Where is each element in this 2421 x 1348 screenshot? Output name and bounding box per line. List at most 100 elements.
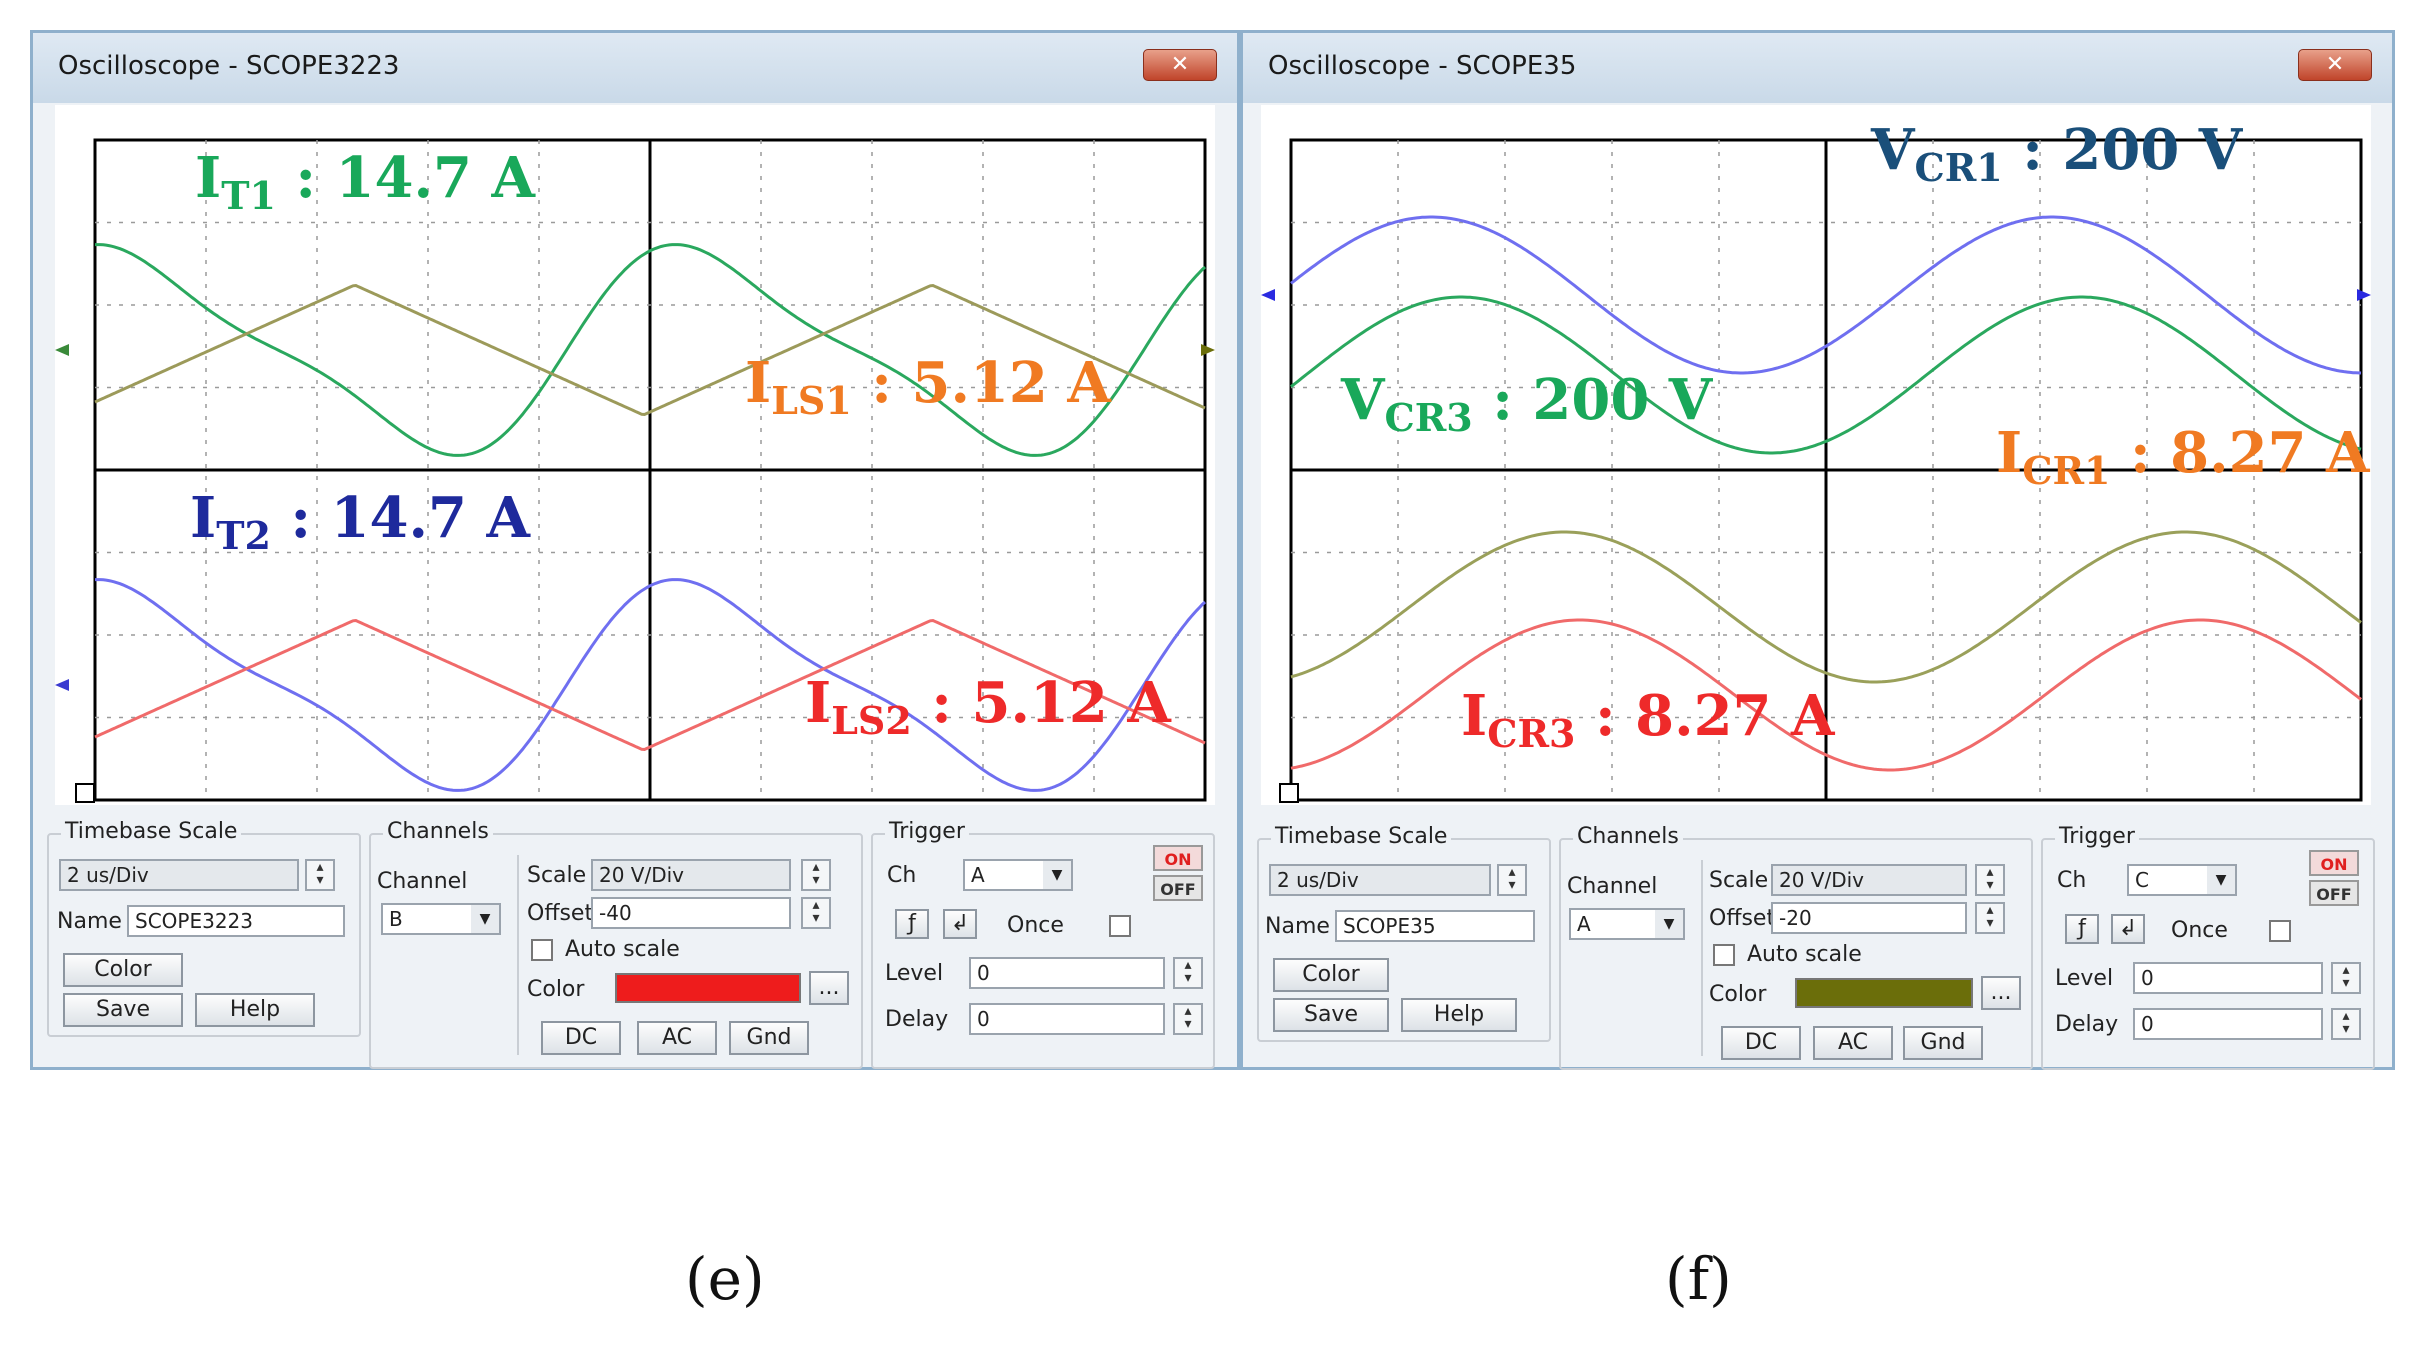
name-input[interactable]: SCOPE3223 xyxy=(127,905,345,937)
chevron-down-icon: ▼ xyxy=(2207,866,2235,894)
channel-select[interactable]: A ▼ xyxy=(1569,908,1685,940)
close-button[interactable]: ✕ xyxy=(1143,49,1217,81)
once-checkbox[interactable] xyxy=(2269,920,2291,942)
name-input[interactable]: SCOPE35 xyxy=(1335,910,1535,942)
trigger-ch-select[interactable]: A ▼ xyxy=(963,859,1073,891)
falling-edge-button[interactable]: ↲ xyxy=(943,909,977,939)
rising-edge-button[interactable]: ƒ xyxy=(2065,914,2099,944)
scale-input[interactable]: 20 V/Div xyxy=(591,859,791,891)
scale-label: Scale xyxy=(1709,868,1769,893)
scope-screen: VCR1 : 200 V VCR3 : 200 V ICR1 : 8.27 A … xyxy=(1261,105,2371,805)
delay-input[interactable]: 0 xyxy=(969,1003,1165,1035)
autoscale-checkbox[interactable] xyxy=(1713,944,1735,966)
offset-spinner[interactable]: ▴ ▾ xyxy=(1975,902,2005,934)
trigger-ch-label: Ch xyxy=(2057,868,2087,893)
once-label: Once xyxy=(2171,918,2228,943)
on-button[interactable]: ON xyxy=(2309,850,2359,876)
timebase-group: Timebase Scale 2 us/Div ▴ ▾ Name SCOPE35 … xyxy=(1257,824,1551,1042)
trigger-title: Trigger xyxy=(2055,824,2139,849)
save-button[interactable]: Save xyxy=(63,993,183,1027)
channel-marker[interactable] xyxy=(55,679,69,691)
autoscale-checkbox[interactable] xyxy=(531,939,553,961)
ground-marker[interactable] xyxy=(75,783,95,803)
label-vcr3: VCR3 : 200 V xyxy=(1341,367,1713,441)
ac-button[interactable]: AC xyxy=(637,1021,717,1055)
falling-edge-button[interactable]: ↲ xyxy=(2111,914,2145,944)
timebase-spinner[interactable]: ▴ ▾ xyxy=(305,859,335,891)
channel-label: Channel xyxy=(1567,874,1658,899)
trigger-ch-value: C xyxy=(2135,868,2149,892)
level-input[interactable]: 0 xyxy=(2133,962,2323,994)
ground-marker[interactable] xyxy=(1279,783,1299,803)
delay-spinner[interactable]: ▴ ▾ xyxy=(1173,1003,1203,1035)
color-label: Color xyxy=(527,977,585,1002)
delay-spinner[interactable]: ▴ ▾ xyxy=(2331,1008,2361,1040)
autoscale-label: Auto scale xyxy=(1747,942,1862,967)
trigger-marker[interactable] xyxy=(1201,344,1215,356)
trigger-marker[interactable] xyxy=(2357,289,2371,301)
close-button[interactable]: ✕ xyxy=(2298,49,2372,81)
channel-select[interactable]: B ▼ xyxy=(381,903,501,935)
channel-marker[interactable] xyxy=(1261,289,1275,301)
scale-spinner[interactable]: ▴ ▾ xyxy=(801,859,831,891)
offset-input[interactable]: -20 xyxy=(1771,902,1967,934)
timebase-spinner[interactable]: ▴ ▾ xyxy=(1497,864,1527,896)
gnd-button[interactable]: Gnd xyxy=(729,1021,809,1055)
dc-button[interactable]: DC xyxy=(1721,1026,1801,1060)
save-button[interactable]: Save xyxy=(1273,998,1389,1032)
label-it2: IT2 : 14.7 A xyxy=(190,485,530,559)
scope-screen: IT1 : 14.7 A ILS1 : 5.12 A IT2 : 14.7 A … xyxy=(55,105,1215,805)
scale-spinner[interactable]: ▴ ▾ xyxy=(1975,864,2005,896)
trigger-group: Trigger Ch A ▼ ON OFF ƒ ↲ Once Level 0 ▴ ▾… xyxy=(871,819,1215,1069)
trigger-ch-select[interactable]: C ▼ xyxy=(2127,864,2237,896)
chevron-down-icon: ▼ xyxy=(1043,861,1071,889)
scope-display xyxy=(1261,138,2371,802)
gnd-button[interactable]: Gnd xyxy=(1903,1026,1983,1060)
color-button[interactable]: Color xyxy=(1273,958,1389,992)
title-bar[interactable]: Oscilloscope - SCOPE3223 ✕ xyxy=(33,33,1237,103)
off-button[interactable]: OFF xyxy=(1153,875,1203,901)
on-button[interactable]: ON xyxy=(1153,845,1203,871)
chevron-down-icon: ▼ xyxy=(1655,910,1683,938)
title-bar[interactable]: Oscilloscope - SCOPE35 ✕ xyxy=(1243,33,2392,103)
delay-label: Delay xyxy=(2055,1012,2119,1037)
off-button[interactable]: OFF xyxy=(2309,880,2359,906)
rising-edge-button[interactable]: ƒ xyxy=(895,909,929,939)
channel-value: B xyxy=(389,907,403,931)
label-icr3: ICR3 : 8.27 A xyxy=(1461,683,1835,757)
color-picker-button[interactable]: ... xyxy=(1981,976,2021,1010)
trigger-group: Trigger Ch C ▼ ON OFF ƒ ↲ Once Level 0 ▴ ▾… xyxy=(2041,824,2375,1070)
dc-button[interactable]: DC xyxy=(541,1021,621,1055)
level-input[interactable]: 0 xyxy=(969,957,1165,989)
once-checkbox[interactable] xyxy=(1109,915,1131,937)
channel-marker[interactable] xyxy=(55,344,69,356)
window-title: Oscilloscope - SCOPE35 xyxy=(1268,51,1577,81)
name-label: Name xyxy=(57,909,122,934)
channels-group: Channels Channel A ▼ Scale 20 V/Div ▴ ▾ Of… xyxy=(1559,824,2033,1070)
level-label: Level xyxy=(885,961,944,986)
offset-spinner[interactable]: ▴ ▾ xyxy=(801,897,831,929)
delay-input[interactable]: 0 xyxy=(2133,1008,2323,1040)
trigger-title: Trigger xyxy=(885,819,969,844)
channels-title: Channels xyxy=(383,819,493,844)
delay-label: Delay xyxy=(885,1007,949,1032)
timebase-input[interactable]: 2 us/Div xyxy=(59,859,299,891)
channel-value: A xyxy=(1577,912,1591,936)
scale-label: Scale xyxy=(527,863,587,888)
channel-color-swatch[interactable] xyxy=(615,973,801,1003)
ac-button[interactable]: AC xyxy=(1813,1026,1893,1060)
channel-color-swatch[interactable] xyxy=(1795,978,1973,1008)
offset-input[interactable]: -40 xyxy=(591,897,791,929)
divider xyxy=(517,855,519,1055)
timebase-input[interactable]: 2 us/Div xyxy=(1269,864,1491,896)
control-panel: Timebase Scale 2 us/Div ▴ ▾ Name SCOPE35 … xyxy=(1243,818,2393,1070)
help-button[interactable]: Help xyxy=(195,993,315,1027)
trace-icr3 xyxy=(1290,618,2362,772)
level-spinner[interactable]: ▴ ▾ xyxy=(1173,957,1203,989)
scale-input[interactable]: 20 V/Div xyxy=(1771,864,1967,896)
level-spinner[interactable]: ▴ ▾ xyxy=(2331,962,2361,994)
color-picker-button[interactable]: ... xyxy=(809,971,849,1005)
color-button[interactable]: Color xyxy=(63,953,183,987)
label-vcr1: VCR1 : 200 V xyxy=(1871,117,2243,191)
help-button[interactable]: Help xyxy=(1401,998,1517,1032)
